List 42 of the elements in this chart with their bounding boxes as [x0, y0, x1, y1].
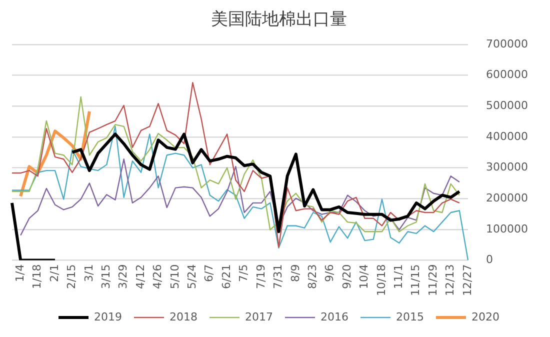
- legend-label: 2019: [94, 310, 122, 324]
- x-tick-label: 5/24: [186, 264, 199, 290]
- y-tick-label: 500000: [486, 98, 528, 112]
- y-tick-label: 600000: [486, 68, 528, 82]
- y-tick-label: 100000: [486, 222, 528, 236]
- legend-label: 2020: [471, 310, 500, 324]
- x-tick-label: 10/4: [358, 264, 371, 290]
- x-tick-label: 1/18: [30, 264, 44, 290]
- x-tick-label: 9/6: [323, 264, 336, 282]
- legend-label: 2015: [396, 310, 424, 324]
- legend-label: 2016: [320, 310, 348, 324]
- x-tick-label: 3/29: [116, 264, 130, 290]
- x-tick-label: 11/15: [409, 264, 422, 296]
- x-tick-label: 8/9: [288, 264, 302, 282]
- x-tick-label: 11/29: [426, 264, 440, 296]
- legend-label: 2018: [170, 310, 198, 324]
- x-tick-label: 8/23: [306, 264, 319, 290]
- x-tick-label: 7/5: [237, 264, 250, 282]
- y-tick-label: 0: [486, 253, 494, 266]
- x-tick-label: 3/1: [82, 264, 96, 282]
- x-tick-label: 6/21: [220, 264, 233, 290]
- x-tick-label: 5/10: [168, 264, 182, 290]
- x-tick-label: 12/13: [444, 264, 457, 296]
- x-tick-label: 12/27: [460, 264, 474, 296]
- chart-title: 美国陆地棉出口量: [211, 10, 347, 29]
- y-tick-label: 700000: [486, 37, 528, 50]
- x-tick-label: 1/4: [13, 264, 26, 282]
- x-tick-label: 6/7: [202, 264, 216, 282]
- x-tick-label: 7/31: [272, 264, 285, 290]
- x-tick-label: 3/15: [100, 264, 113, 290]
- x-tick-label: 4/26: [151, 264, 164, 290]
- y-tick-label: 200000: [486, 191, 528, 204]
- y-tick-label: 300000: [486, 160, 528, 174]
- y-tick-label: 400000: [486, 130, 528, 143]
- x-tick-label: 2/15: [65, 264, 78, 290]
- x-tick-label: 4/12: [134, 264, 147, 290]
- x-tick-label: 2/1: [48, 264, 61, 282]
- x-tick-label: 9/20: [340, 264, 354, 290]
- x-tick-label: 7/19: [254, 264, 268, 290]
- x-tick-label: 11/1: [392, 264, 406, 290]
- x-tick-label: 10/18: [374, 264, 388, 296]
- legend-label: 2017: [245, 310, 274, 324]
